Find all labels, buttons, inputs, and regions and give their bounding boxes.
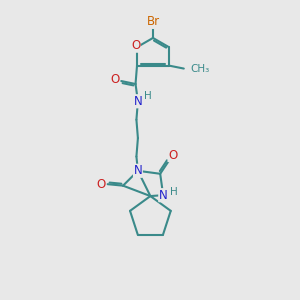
Text: O: O xyxy=(168,148,177,162)
Text: H: H xyxy=(143,91,151,101)
Text: O: O xyxy=(96,178,106,191)
Text: CH₃: CH₃ xyxy=(190,64,210,74)
Text: O: O xyxy=(131,39,140,52)
Text: H: H xyxy=(170,187,177,196)
Text: N: N xyxy=(159,189,167,202)
Text: N: N xyxy=(134,95,142,108)
Text: N: N xyxy=(134,164,142,177)
Text: Br: Br xyxy=(146,15,160,28)
Text: O: O xyxy=(110,73,119,86)
